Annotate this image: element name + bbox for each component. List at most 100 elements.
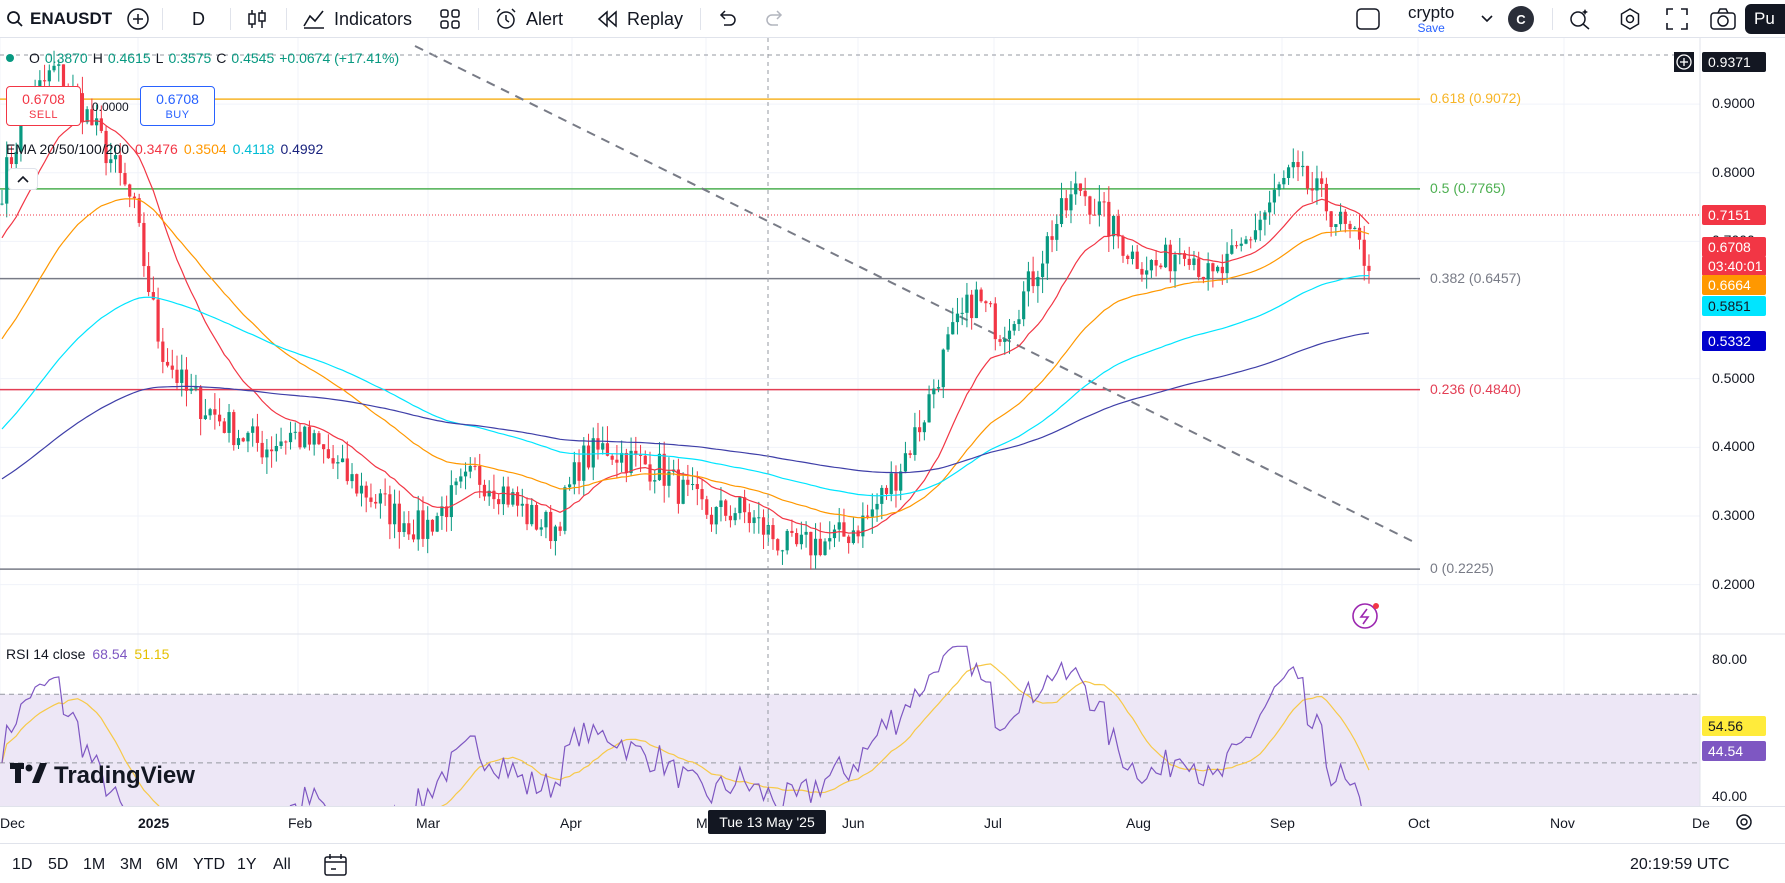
range-button-ytd[interactable]: YTD (193, 856, 225, 873)
range-button-5d[interactable]: 5D (48, 856, 69, 873)
candle-body (657, 453, 662, 481)
candle-body (1173, 254, 1177, 272)
candle-body (638, 454, 643, 456)
undo-button[interactable] (716, 0, 738, 38)
candle-body (875, 503, 879, 510)
time-label: Jul (984, 815, 1002, 831)
candle-body (440, 506, 444, 516)
date-range-calendar-icon[interactable] (323, 853, 349, 882)
candle-body (298, 431, 302, 448)
account-avatar[interactable]: C (1508, 0, 1534, 38)
replay-label: Replay (627, 8, 684, 29)
compare-symbol-button[interactable] (126, 0, 150, 38)
candle-body (454, 481, 458, 486)
candle-body (1036, 276, 1040, 287)
alert-lightning-icon[interactable] (1352, 603, 1379, 629)
candle-body (407, 523, 411, 535)
candle-body (549, 511, 553, 542)
symbol-name: ENAUSDT (30, 9, 113, 28)
candle-body (847, 536, 851, 544)
chevron-down-icon (1480, 14, 1494, 24)
templates-button[interactable] (440, 0, 460, 38)
symbol-search[interactable]: ENAUSDT (6, 0, 112, 38)
settings-button[interactable] (1618, 0, 1642, 38)
candle-body (539, 527, 543, 530)
quick-search-button[interactable] (1568, 0, 1592, 38)
candle-body (1362, 239, 1366, 266)
axis-settings-icon[interactable] (1735, 813, 1753, 836)
candle-body (1111, 215, 1116, 237)
candle-body (941, 349, 945, 388)
fullscreen-button[interactable] (1666, 0, 1688, 38)
change-value: +0.0674 (+17.41%) (279, 50, 400, 66)
candle-body (932, 388, 936, 395)
candle-body (634, 450, 638, 455)
rsi-tag: 44.54 (1702, 741, 1766, 761)
layout-name-button[interactable]: crypto Save (1408, 0, 1454, 38)
sell-button[interactable]: 0.6708 SELL (6, 86, 81, 126)
range-button-1m[interactable]: 1M (83, 856, 106, 873)
candle-body (752, 517, 756, 524)
range-button-1y[interactable]: 1Y (237, 856, 257, 873)
rsi-legend[interactable]: RSI 14 close 68.54 51.15 (6, 646, 169, 662)
candle-body (142, 222, 146, 267)
utc-clock[interactable]: 20:19:59 UTC (1630, 856, 1730, 873)
ema-100-line (1, 275, 1370, 497)
candle-body (1017, 319, 1021, 325)
candle-body (804, 531, 808, 535)
ema-legend[interactable]: EMA 20/50/100/200 0.3476 0.3504 0.4118 0… (6, 141, 323, 157)
candle-body (90, 109, 94, 126)
candle-body (643, 455, 647, 465)
range-button-all[interactable]: All (273, 856, 291, 873)
candle-body (1003, 339, 1007, 342)
candle-body (1168, 244, 1172, 272)
candle-body (345, 458, 349, 482)
candle-body (317, 433, 321, 445)
trend-line[interactable] (414, 45, 1419, 545)
candle-body (151, 292, 155, 300)
candle-body (241, 438, 245, 442)
layout-menu-button[interactable] (1480, 0, 1494, 38)
range-button-3m[interactable]: 3M (120, 856, 143, 873)
candle-body (1310, 188, 1314, 191)
undo-icon (716, 10, 738, 28)
layout-select-checkbox[interactable] (1356, 0, 1380, 38)
candle-body (1078, 183, 1083, 191)
alert-button[interactable]: Alert (494, 0, 563, 38)
candle-body (601, 443, 605, 450)
collapse-legend-button[interactable] (8, 168, 38, 190)
candle-body (1234, 245, 1239, 247)
candle-body (719, 500, 723, 507)
candle-body (1268, 202, 1272, 213)
price-tag: 0.6708 (1702, 237, 1766, 257)
candle-body (113, 155, 118, 160)
candle-body (1121, 236, 1125, 256)
bottom-toolbar: 1D 5D 1M 3M 6M YTD 1Y All 20:19:59 UTC (0, 843, 1785, 883)
candle-body (217, 414, 222, 422)
indicators-button[interactable]: Indicators (302, 0, 412, 38)
snapshot-button[interactable] (1710, 0, 1736, 38)
chart-type-button[interactable] (246, 0, 268, 38)
redo-button[interactable] (764, 0, 786, 38)
range-button-1d[interactable]: 1D (12, 856, 33, 873)
candle-body (615, 459, 619, 463)
range-button-6m[interactable]: 6M (156, 856, 179, 873)
candle-body (402, 523, 406, 533)
interval-button[interactable]: D (192, 0, 205, 38)
publish-button[interactable]: Pu (1745, 4, 1785, 34)
tradingview-logo[interactable]: TradingView (10, 762, 195, 790)
candle-body (582, 445, 586, 481)
candle-body (1022, 291, 1026, 320)
candle-body (336, 462, 340, 464)
candle-body (350, 474, 354, 482)
candlestick-series[interactable] (0, 50, 1371, 570)
replay-button[interactable]: Replay (597, 0, 683, 38)
chart-canvas[interactable] (0, 38, 1785, 806)
candle-body (1050, 236, 1054, 240)
buy-button[interactable]: 0.6708 BUY (140, 86, 215, 126)
candle-body (175, 369, 179, 383)
candle-body (284, 441, 288, 443)
redo-icon (764, 10, 786, 28)
time-axis[interactable]: Dec 2025 Feb Mar Apr M Jun Jul Aug Sep Oct Nov De Tu… (0, 806, 1785, 836)
candle-body (355, 474, 359, 494)
